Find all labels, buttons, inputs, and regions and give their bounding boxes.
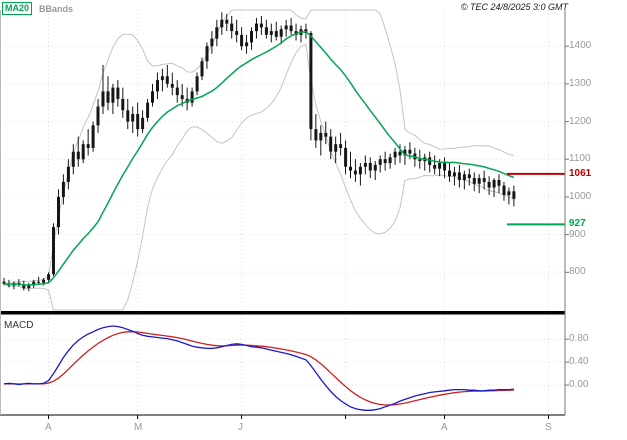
copyright-text: © TEC 24/8/2025 3:0 GMT [460,2,568,12]
macd-axis-label: 0.00 [569,379,589,390]
bollinger-bands [3,9,515,311]
grid-layer [0,10,565,412]
legend-ma20[interactable]: MA20 [2,2,33,15]
price-axis-label: 800 [569,266,586,277]
macd-lines [3,325,514,411]
price-axis-label: 900 [569,229,586,240]
price-line-label-red: 1061 [569,168,592,179]
legend-bbands[interactable]: BBands [39,3,74,14]
price-axis-label: 1300 [569,78,592,89]
price-axis-label: 1400 [569,40,592,51]
axes-layer [0,10,569,419]
chart-legend: MA20 BBands [2,2,73,15]
macd-panel-label: MACD [4,320,34,331]
ma20-line [3,30,515,286]
price-axis-label: 1000 [569,191,592,202]
price-lines [507,172,565,226]
macd-axis-label: 0.80 [569,333,589,344]
time-axis-label: S [545,422,552,433]
time-axis-label: A [45,422,52,433]
macd-axis-label: 0.40 [569,356,589,367]
time-axis-label: M [134,422,143,433]
price-axis-label: 1100 [569,153,591,164]
time-axis-label: J [238,422,243,433]
price-line-label-green: 927 [569,218,586,229]
time-axis-label: A [441,422,448,433]
candles-layer [2,12,516,292]
price-axis-label: 1200 [569,116,592,127]
